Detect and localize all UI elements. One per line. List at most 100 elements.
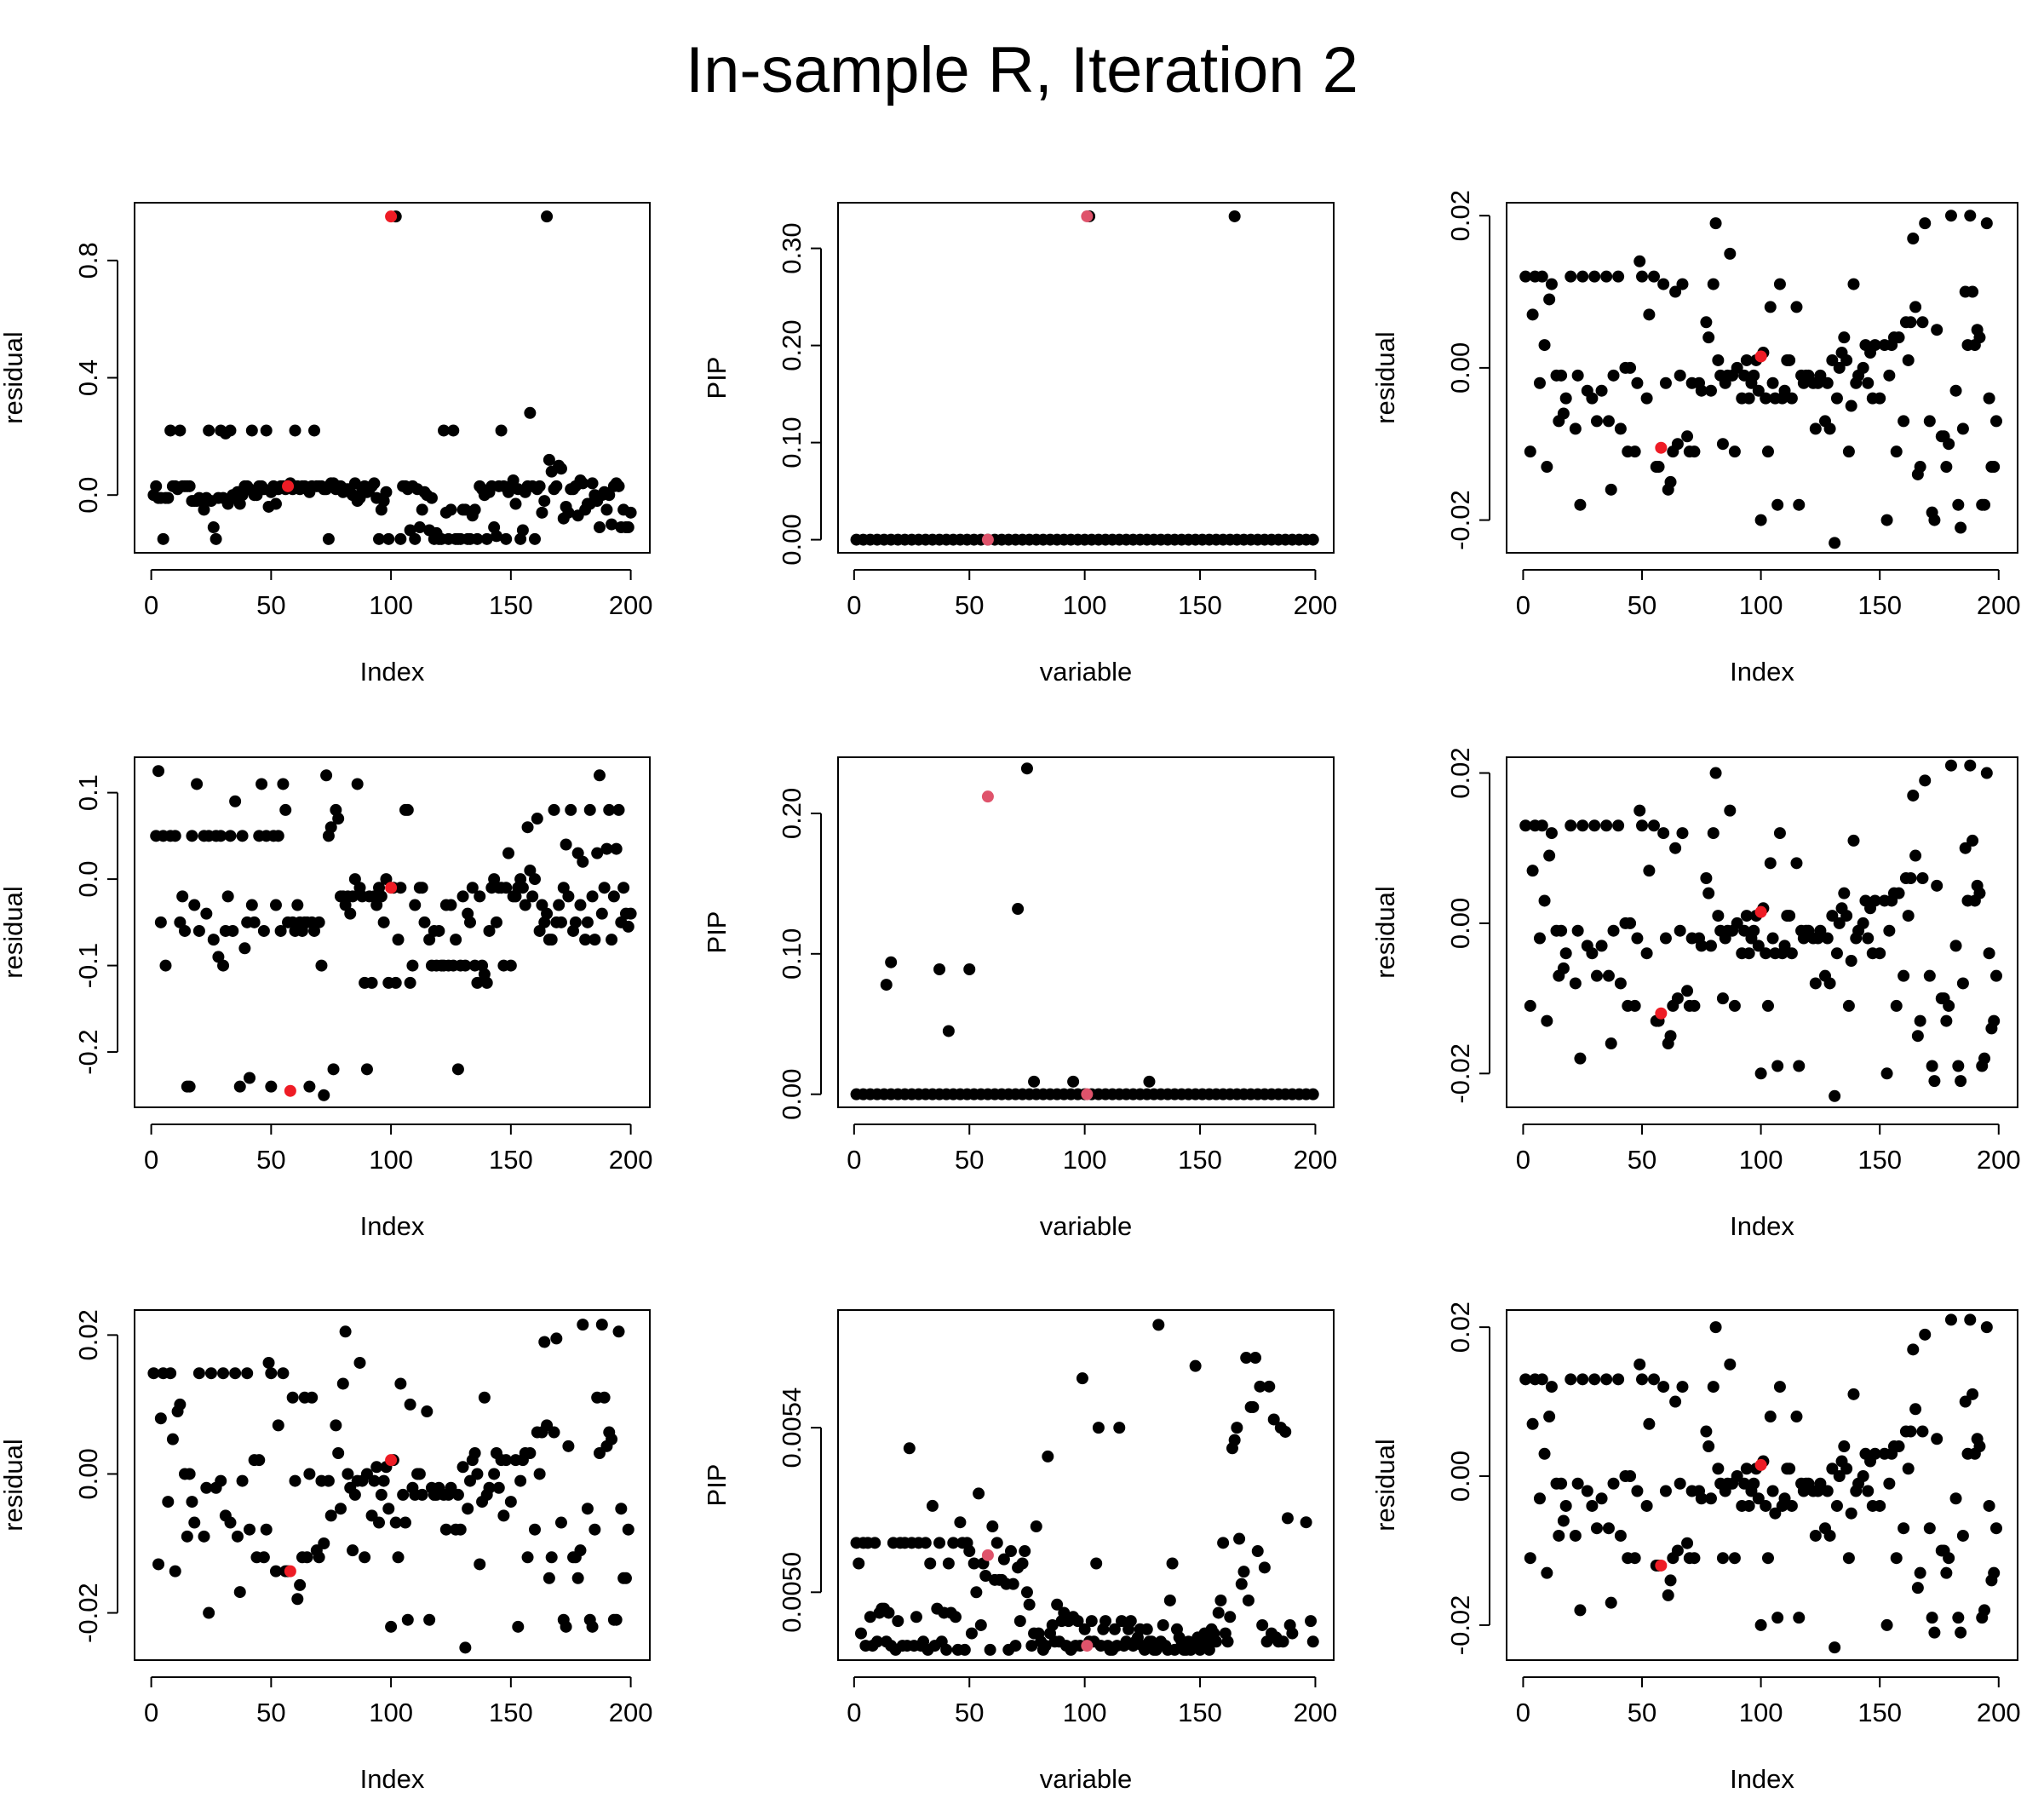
point	[169, 830, 181, 842]
point	[1724, 247, 1737, 260]
point	[545, 465, 558, 478]
x-tick-label: 0	[144, 1698, 158, 1727]
point	[186, 830, 198, 842]
point	[1669, 842, 1682, 854]
point	[1588, 819, 1601, 832]
x-tick-label: 200	[1294, 1145, 1338, 1175]
point	[512, 483, 525, 496]
point	[553, 899, 566, 911]
point	[157, 532, 169, 545]
point	[179, 924, 192, 937]
point	[466, 882, 479, 894]
point	[574, 1544, 587, 1557]
point	[236, 1474, 249, 1487]
point	[375, 890, 388, 903]
point	[1760, 947, 1772, 960]
point	[348, 477, 361, 490]
point	[1754, 1067, 1767, 1080]
point	[348, 1488, 361, 1501]
point	[401, 803, 414, 816]
point	[385, 882, 398, 894]
point	[1004, 1545, 1017, 1558]
point	[377, 1474, 390, 1487]
y-tick-label: 0.10	[777, 928, 807, 980]
point	[406, 959, 419, 972]
point	[598, 1391, 611, 1404]
point	[1988, 461, 2001, 474]
point	[200, 1481, 213, 1494]
point	[963, 963, 976, 975]
x-axis-label: Index	[1730, 1764, 1794, 1789]
point	[1662, 1589, 1674, 1601]
point	[583, 803, 596, 816]
point	[1574, 1052, 1587, 1065]
point	[370, 491, 383, 504]
point	[617, 503, 630, 516]
point	[183, 1468, 196, 1480]
point	[385, 1620, 398, 1633]
point	[593, 521, 606, 534]
point	[1909, 849, 1922, 862]
point	[1728, 445, 1741, 458]
x-axis-label: variable	[1040, 1764, 1133, 1789]
x-tick-label: 0	[1516, 1698, 1530, 1727]
point	[1242, 1594, 1255, 1606]
point	[571, 1572, 584, 1584]
point	[1009, 1640, 1022, 1652]
point	[622, 521, 634, 534]
point	[1833, 1470, 1846, 1483]
point	[385, 1454, 398, 1467]
plot-frame	[1506, 202, 2018, 554]
point	[502, 486, 515, 498]
point	[528, 873, 541, 886]
point	[1545, 827, 1558, 840]
point	[1959, 842, 1972, 854]
point	[954, 1516, 967, 1529]
point	[1143, 1075, 1156, 1088]
point	[1880, 1067, 1893, 1080]
point	[152, 765, 165, 778]
point	[409, 532, 422, 545]
point	[1569, 1529, 1582, 1542]
point	[1231, 1422, 1243, 1434]
point	[416, 503, 428, 516]
x-tick-label: 50	[256, 1698, 285, 1727]
point	[1989, 1522, 2002, 1535]
point	[1657, 827, 1670, 840]
point	[468, 503, 481, 516]
point	[577, 1319, 589, 1331]
point	[1880, 514, 1893, 526]
point	[1754, 350, 1767, 363]
point	[1724, 804, 1737, 817]
point	[942, 1025, 955, 1037]
x-tick-label: 0	[847, 1698, 861, 1727]
point	[324, 821, 337, 834]
point	[1652, 461, 1665, 474]
point	[438, 424, 451, 437]
point	[192, 1367, 205, 1380]
point	[1809, 1529, 1822, 1542]
point	[231, 1530, 244, 1543]
point	[1281, 1512, 1294, 1525]
point	[368, 477, 381, 490]
point	[1624, 917, 1637, 929]
point	[1911, 1030, 1924, 1043]
x-tick-label: 100	[1063, 1698, 1107, 1727]
point	[1590, 969, 1603, 982]
x-tick-label: 150	[1178, 1145, 1222, 1175]
point	[538, 1336, 551, 1348]
point	[1524, 999, 1536, 1012]
point	[1007, 1577, 1019, 1590]
point	[1914, 1566, 1926, 1579]
point	[516, 882, 529, 894]
point	[1809, 977, 1822, 990]
point	[1892, 887, 1905, 899]
point	[1707, 1381, 1720, 1394]
point	[990, 1537, 1003, 1549]
point	[622, 1523, 634, 1536]
point	[260, 424, 273, 437]
point	[368, 1474, 381, 1487]
point	[1536, 1373, 1548, 1386]
point	[1883, 369, 1896, 382]
point	[245, 424, 258, 437]
